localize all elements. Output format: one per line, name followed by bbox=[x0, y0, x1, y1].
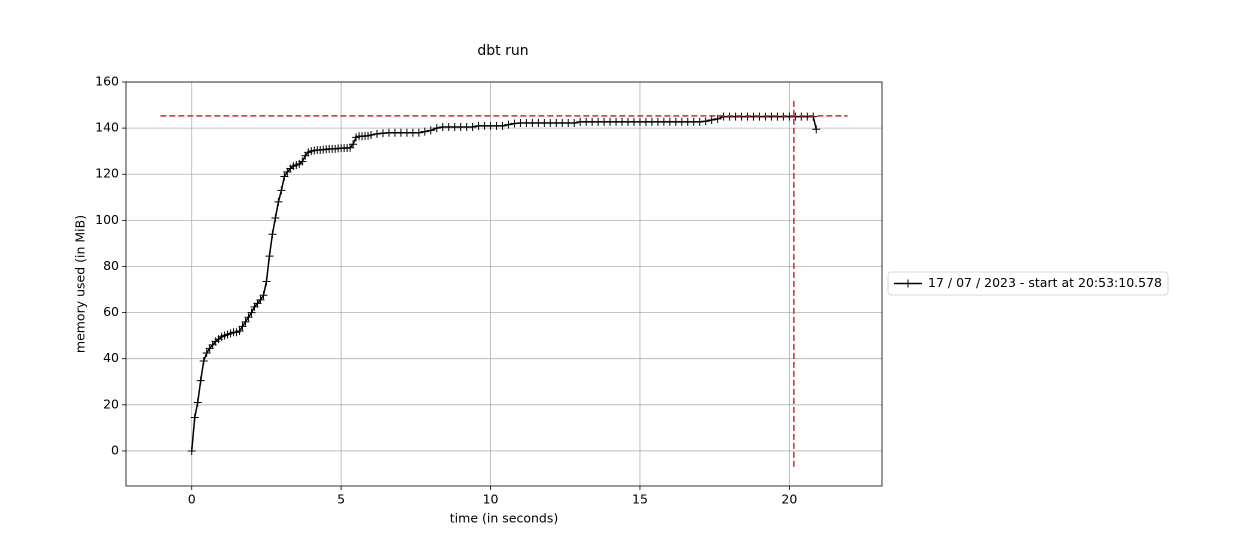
data-marker bbox=[244, 313, 253, 322]
y-tick-label: 40 bbox=[103, 350, 119, 365]
data-marker bbox=[199, 357, 208, 366]
data-marker bbox=[373, 129, 382, 138]
data-marker bbox=[432, 124, 441, 133]
data-marker bbox=[196, 376, 205, 385]
data-marker bbox=[241, 317, 250, 326]
data-marker bbox=[202, 348, 211, 357]
y-tick-label: 0 bbox=[111, 442, 119, 457]
data-marker bbox=[268, 230, 277, 239]
data-marker bbox=[349, 140, 358, 149]
data-marker bbox=[420, 127, 429, 136]
data-marker bbox=[701, 117, 710, 126]
data-marker bbox=[187, 446, 196, 455]
legend-box bbox=[887, 271, 1169, 296]
y-tick-label: 140 bbox=[95, 120, 119, 135]
data-marker bbox=[713, 114, 722, 123]
plot-frame bbox=[125, 81, 883, 487]
y-tick-label: 80 bbox=[103, 258, 119, 273]
data-marker bbox=[256, 295, 265, 304]
y-axis-label: memory used (in MiB) bbox=[73, 215, 88, 353]
data-marker bbox=[262, 277, 271, 286]
data-marker bbox=[265, 252, 274, 261]
y-tick-label: 20 bbox=[103, 396, 119, 411]
data-marker bbox=[812, 125, 821, 134]
data-marker bbox=[247, 308, 256, 317]
data-marker bbox=[498, 121, 507, 130]
data-marker bbox=[298, 157, 307, 166]
data-marker bbox=[570, 119, 579, 128]
y-tick-label: 60 bbox=[103, 304, 119, 319]
data-marker bbox=[468, 122, 477, 131]
chart-title: dbt run bbox=[477, 43, 528, 59]
data-marker bbox=[277, 186, 286, 195]
data-marker bbox=[707, 116, 716, 125]
x-tick-label: 15 bbox=[632, 492, 648, 507]
x-tick-label: 5 bbox=[337, 492, 345, 507]
data-marker bbox=[274, 197, 283, 206]
x-tick-label: 0 bbox=[188, 492, 196, 507]
data-marker bbox=[193, 398, 202, 407]
data-marker bbox=[367, 131, 376, 140]
data-marker bbox=[238, 322, 247, 331]
data-marker bbox=[426, 126, 435, 135]
data-marker bbox=[280, 172, 289, 181]
y-tick-label: 100 bbox=[95, 212, 119, 227]
x-tick-label: 10 bbox=[483, 492, 499, 507]
y-tick-label: 160 bbox=[95, 74, 119, 89]
data-marker bbox=[414, 128, 423, 137]
legend-label: 17 / 07 / 2023 - start at 20:53:10.578 bbox=[928, 275, 1162, 290]
data-line bbox=[190, 115, 817, 452]
data-marker bbox=[271, 214, 280, 223]
x-tick-label: 20 bbox=[781, 492, 797, 507]
data-marker bbox=[504, 120, 513, 129]
data-marker bbox=[190, 413, 199, 422]
data-marker bbox=[235, 327, 244, 336]
data-marker bbox=[695, 117, 704, 126]
legend-marker bbox=[904, 279, 912, 288]
data-marker bbox=[259, 291, 268, 300]
y-tick-label: 120 bbox=[95, 166, 119, 181]
x-axis-label: time (in seconds) bbox=[450, 511, 558, 526]
